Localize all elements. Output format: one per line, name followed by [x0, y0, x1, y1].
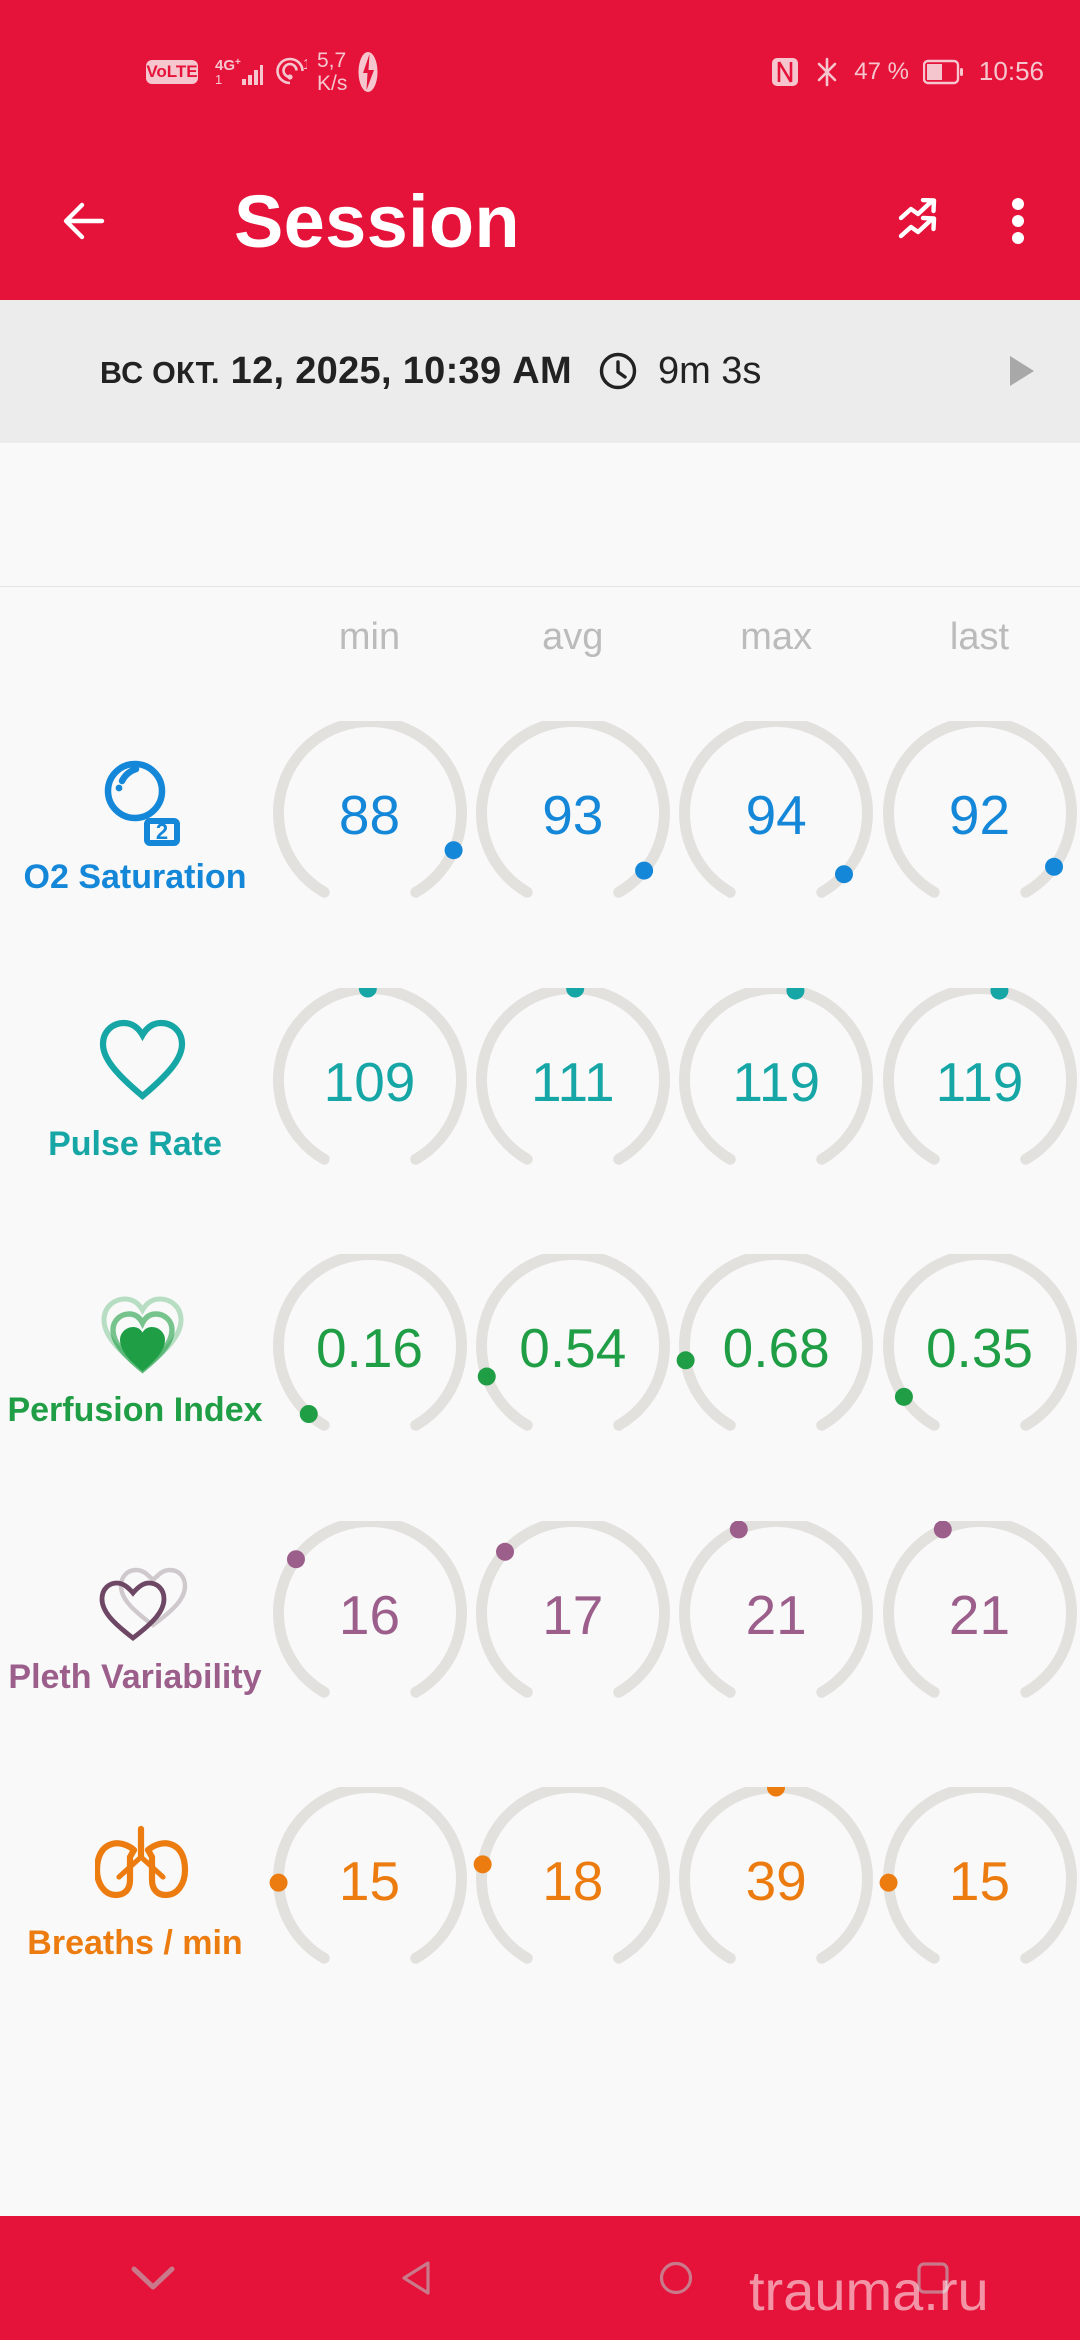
svg-text:VoLTE: VoLTE — [146, 62, 197, 81]
svg-text:1▾: 1▾ — [215, 72, 229, 87]
svg-text:1: 1 — [303, 57, 307, 73]
svg-text:2: 2 — [156, 819, 168, 844]
